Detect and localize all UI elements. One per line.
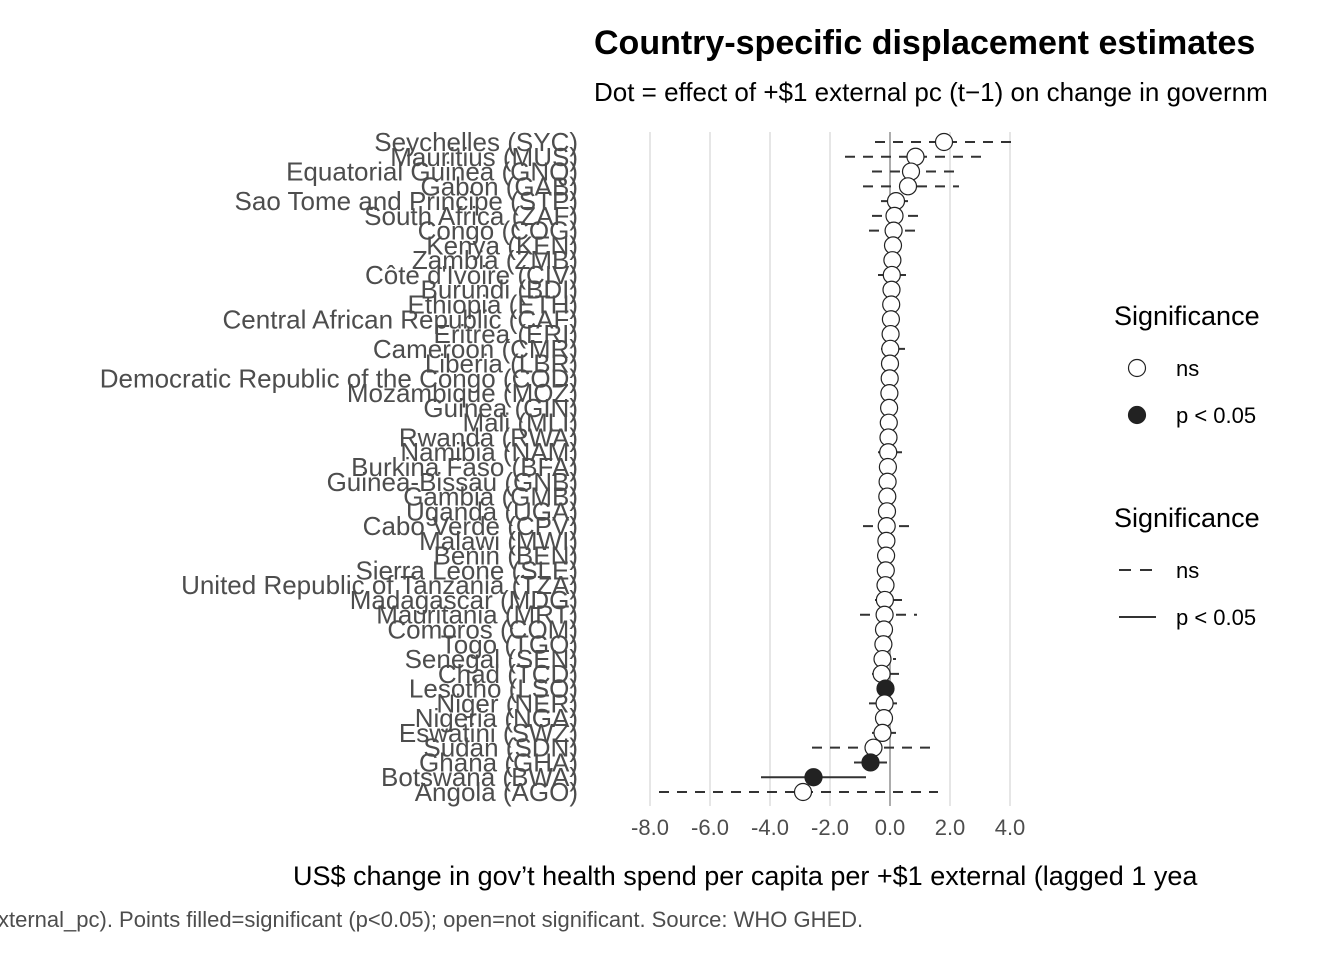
y-axis-label: Zambia (ZMB): [412, 245, 578, 275]
y-axis-label: Malawi (MWI): [419, 526, 578, 556]
y-axis-label: Uganda (UGA): [406, 496, 578, 526]
y-axis-label: Sao Tome and Principe (STP): [235, 186, 578, 216]
estimate-points: [793, 132, 954, 802]
confidence-intervals: [659, 141, 1013, 793]
x-tick-label: 0.0: [875, 815, 906, 840]
y-axis-label: Central African Republic (CAF): [223, 304, 578, 334]
y-axis-label: Ethiopia (ETH): [408, 290, 579, 320]
y-axis-labels: Seychelles (SYC)Mauritius (MUS)Equatoria…: [100, 127, 578, 807]
y-axis-label: Sudan (SDN): [423, 733, 578, 763]
legend-key: [1127, 358, 1147, 378]
x-tick-label: 2.0: [935, 815, 966, 840]
y-axis-label: Namibia (NAM): [400, 437, 578, 467]
y-axis-label: United Republic of Tanzania (TZA): [181, 570, 578, 600]
x-tick-label: -6.0: [691, 815, 729, 840]
y-axis-label: Equatorial Guinea (GNQ): [286, 157, 578, 187]
y-axis-label: Eritrea (ERI): [434, 319, 578, 349]
legend-label: p < 0.05: [1176, 605, 1256, 630]
y-axis-label: Guinea (GIN): [423, 393, 578, 423]
legend-point: Significance ns p < 0.05: [1114, 301, 1260, 428]
legend-title: Significance: [1114, 301, 1260, 331]
y-axis-label: Mozambique (MOZ): [347, 378, 578, 408]
legend-line: Significance ns p < 0.05: [1114, 503, 1260, 630]
y-axis-label: Rwanda (RWA): [399, 422, 578, 452]
y-axis-label: Seychelles (SYC): [374, 127, 578, 157]
y-axis-label: Gabon (GAB): [420, 171, 578, 201]
estimate-point: [793, 782, 813, 802]
y-axis-label: South Africa (ZAF): [364, 201, 578, 231]
chart-caption: xternal_pc). Points filled=significant (…: [0, 907, 863, 932]
y-axis-label: Congo (COG): [418, 216, 578, 246]
x-axis-title: US$ change in gov’t health spend per cap…: [293, 861, 1198, 891]
estimate-point: [804, 768, 823, 787]
x-axis-ticks: -8.0 -6.0 -4.0 -2.0 0.0 2.0 4.0: [631, 815, 1025, 840]
y-axis-label: Mauritius (MUS): [390, 142, 578, 172]
y-axis-label: Gambia (GMB): [403, 482, 578, 512]
x-tick-label: 4.0: [995, 815, 1026, 840]
y-axis-label: Lesotho (LSO): [409, 674, 578, 704]
gridlines: [649, 132, 1011, 806]
y-axis-label: Burkina Faso (BFA): [351, 452, 578, 482]
y-axis-label: Cabo Verde (CPV): [363, 511, 578, 541]
estimate-point: [934, 132, 954, 152]
y-axis-label: Senegal (SEN): [405, 644, 578, 674]
y-axis-label: Cameroon (CMR): [373, 334, 578, 364]
legend-key: [1127, 405, 1147, 425]
y-axis-label: Burundi (BDI): [421, 275, 579, 305]
x-tick-label: -2.0: [811, 815, 849, 840]
chart-subtitle: Dot = effect of +$1 external pc (t−1) on…: [594, 77, 1268, 107]
y-axis-label: Guinea-Bissau (GNB): [327, 467, 578, 497]
y-axis-label: Niger (NER): [436, 688, 578, 718]
legend-title: Significance: [1114, 503, 1260, 533]
y-axis-label: Kenya (KEN): [426, 230, 578, 260]
legend-label: p < 0.05: [1176, 403, 1256, 428]
y-axis-label: Mauritania (MRT): [376, 600, 578, 630]
y-axis-label: Comoros (COM): [387, 615, 578, 645]
y-axis-label: Mali (MLI): [462, 408, 578, 438]
y-axis-label: Angola (AGO): [415, 777, 578, 807]
legends: Significance ns p < 0.05 Significance ns p < …: [1114, 301, 1260, 630]
estimate-point: [898, 177, 918, 196]
estimate-point: [864, 738, 883, 757]
estimate-point: [901, 162, 921, 181]
y-axis-label: Benin (BEN): [434, 541, 579, 571]
y-axis-label: Nigeria (NGA): [415, 703, 578, 733]
y-axis-label: Liberia (LBR): [425, 349, 578, 379]
y-axis-label: Côte d'Ivoire (CIV): [365, 260, 578, 290]
legend-label: ns: [1176, 356, 1199, 381]
y-axis-label: Togo (TGO): [441, 629, 578, 659]
estimate-point: [873, 723, 892, 743]
legend-label: ns: [1176, 558, 1199, 583]
chart-title: Country-specific displacement estimates: [594, 24, 1255, 62]
y-axis-label: Madagascar (MDG): [350, 585, 578, 615]
y-axis-label: Botswana (BWA): [381, 762, 578, 792]
y-axis-label: Eswatini (SWZ): [399, 718, 578, 748]
y-axis-label: Ghana (GHA): [419, 747, 578, 777]
y-axis-label: Sierra Leone (SLE): [355, 555, 578, 585]
x-tick-label: -4.0: [751, 815, 789, 840]
y-axis-label: Chad (TCD): [438, 659, 578, 689]
x-tick-label: -8.0: [631, 815, 669, 840]
y-axis-label: Democratic Republic of the Congo (COD): [100, 363, 578, 393]
estimate-point: [861, 753, 880, 772]
